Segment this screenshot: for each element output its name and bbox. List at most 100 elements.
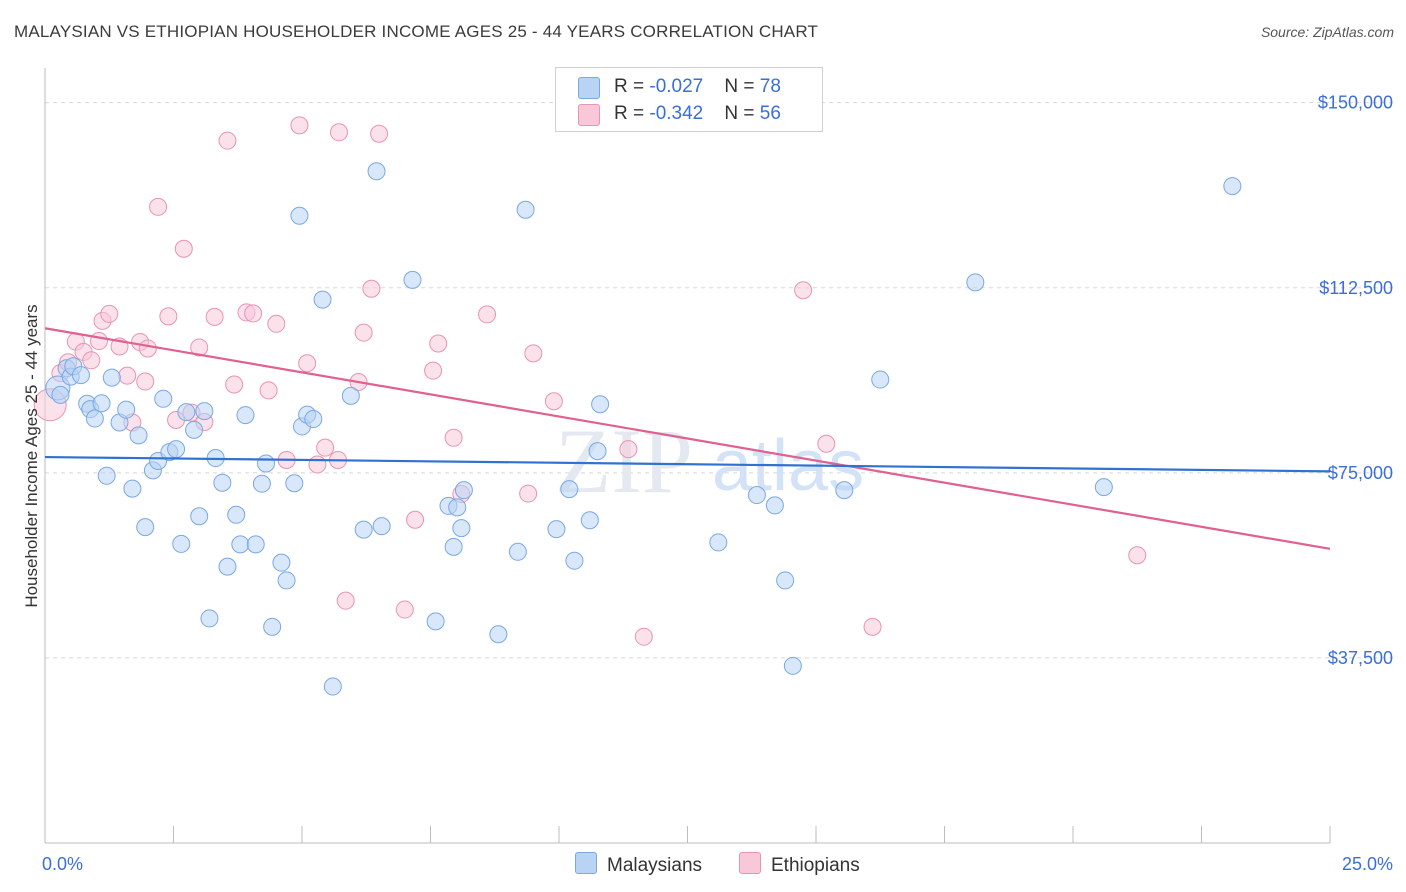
malaysian-point [97, 466, 116, 485]
chart-title: MALAYSIAN VS ETHIOPIAN HOUSEHOLDER INCOM… [14, 22, 819, 41]
ethiopian-point [634, 627, 653, 646]
y-tick-label: $37,500 [1328, 648, 1393, 668]
malaysian-point [213, 473, 232, 492]
malaysian-point [185, 420, 204, 439]
ethiopian-point [138, 339, 157, 358]
legend-swatch-pink [739, 852, 761, 874]
gridlines [45, 102, 1395, 659]
malaysian-point [323, 677, 342, 696]
malaysian-point [560, 480, 579, 499]
ethiopian-point [406, 510, 425, 529]
malaysians-points [45, 162, 1242, 696]
ethiopian-point [298, 354, 317, 373]
ethiopian-point [370, 124, 389, 143]
ethiopian-point [478, 305, 497, 324]
ethiopian-point [429, 334, 448, 353]
malaysian-point [516, 200, 535, 219]
correlation-legend: R = -0.027 N = 78 R = -0.342 N = 56 [555, 67, 823, 132]
malaysian-point [354, 520, 373, 539]
ethiopian-point [1128, 546, 1147, 565]
malaysian-point [304, 410, 323, 429]
malaysian-point [871, 370, 890, 389]
ethiopian-point [267, 314, 286, 333]
malaysian-point [285, 474, 304, 493]
malaysian-point [172, 534, 191, 553]
malaysian-point [272, 553, 291, 572]
ethiopian-point [316, 438, 335, 457]
malaysian-point [195, 402, 214, 421]
malaysian-point [129, 426, 148, 445]
malaysian-point [154, 389, 173, 408]
source-label: Source: ZipAtlas.com [1260, 24, 1394, 40]
ethiopians-trend-line [44, 327, 1331, 550]
malaysians-trend-line [44, 455, 1331, 473]
malaysian-point [227, 505, 246, 524]
ethiopian-point [354, 323, 373, 342]
ethiopian-point [244, 304, 263, 323]
y-axis-label: Householder Income Ages 25 - 44 years [22, 304, 41, 607]
malaysian-point [448, 498, 467, 517]
legend-label-ethiopians: Ethiopians [771, 855, 860, 876]
malaysian-point [200, 609, 219, 628]
malaysian-point [591, 395, 610, 414]
ethiopian-point [619, 440, 638, 459]
malaysian-point [277, 571, 296, 590]
legend-r-label: R = [614, 103, 650, 124]
malaysian-point [835, 481, 854, 500]
trend-lines [44, 327, 1331, 550]
malaysian-point [489, 625, 508, 644]
malaysian-point [117, 400, 136, 419]
malaysian-point [747, 486, 766, 505]
ethiopian-point [524, 344, 543, 363]
malaysian-point [85, 409, 104, 428]
malaysian-point [123, 479, 142, 498]
y-tick-label: $75,000 [1328, 463, 1393, 483]
malaysian-point [313, 290, 332, 309]
malaysian-point [263, 617, 282, 636]
malaysian-point [190, 507, 209, 526]
malaysian-point [218, 557, 237, 576]
legend-n-label: N = [724, 103, 760, 124]
malaysian-point [367, 162, 386, 181]
legend-label-malaysians: Malaysians [607, 855, 703, 876]
malaysian-point [403, 270, 422, 289]
legend-swatch-pink [578, 104, 600, 126]
malaysian-point [92, 394, 111, 413]
malaysian-point [236, 406, 255, 425]
ethiopian-point [159, 307, 178, 326]
legend-r-label: R = [614, 76, 650, 97]
ethiopian-point [218, 131, 237, 150]
malaysian-point [565, 551, 584, 570]
ethiopian-point [308, 455, 327, 474]
malaysian-point [246, 535, 265, 554]
malaysian-point [252, 474, 271, 493]
malaysian-point [290, 206, 309, 225]
ethiopian-point [225, 375, 244, 394]
legend-item-malaysians: Malaysians [575, 852, 702, 877]
malaysian-point [426, 612, 445, 631]
malaysian-point [167, 440, 186, 459]
ethiopian-point [82, 351, 101, 370]
ethiopian-point [817, 434, 836, 453]
malaysian-point [341, 386, 360, 405]
ethiopian-point [100, 304, 119, 323]
ethiopian-point [174, 239, 193, 258]
ethiopian-point [136, 372, 155, 391]
malaysian-point [776, 571, 795, 590]
malaysian-point [177, 403, 196, 422]
x-tick-label: 0.0% [42, 854, 83, 874]
malaysian-point [454, 481, 473, 500]
ethiopian-point [149, 197, 168, 216]
malaysian-point [51, 385, 70, 404]
ethiopians-points [33, 116, 1147, 646]
malaysian-point [783, 656, 802, 675]
malaysian-point [452, 519, 471, 538]
ethiopian-point [424, 361, 443, 380]
malaysian-point [547, 520, 566, 539]
ethiopian-point [519, 484, 538, 503]
ethiopian-point [362, 279, 381, 298]
ethiopian-point [259, 381, 278, 400]
legend-swatch-blue [575, 852, 597, 874]
ethiopian-point [863, 617, 882, 636]
